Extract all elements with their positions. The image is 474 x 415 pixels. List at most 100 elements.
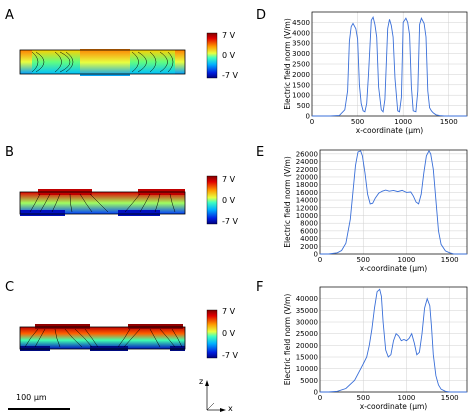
panel-letter-a: A [5, 8, 14, 23]
y-tick-label: 26000 [296, 150, 318, 158]
x-tick-label: 1000 [398, 256, 416, 264]
y-tick-label: 2000 [300, 243, 318, 251]
x-tick-label: 500 [357, 394, 370, 402]
y-tick-label: 1500 [292, 81, 310, 89]
colorbar-b-max: 7 V [222, 175, 236, 184]
x-axis-label: x-coordinate (μm) [360, 264, 428, 273]
y-tick-label: 4500 [292, 19, 310, 27]
y-tick-label: 0 [306, 113, 310, 121]
y-tick-label: 2500 [292, 61, 310, 69]
chart-d: 0 500 1000 15000500100015002000250030003500… [283, 11, 468, 135]
y-tick-label: 4000 [300, 235, 318, 243]
x-axis-label: x-coordinate (μm) [356, 126, 424, 135]
field-lines-b [29, 193, 176, 213]
y-tick-label: 15000 [296, 354, 318, 362]
y-tick-label: 5000 [300, 377, 318, 385]
y-tick-label: 1000 [292, 92, 310, 100]
plot-frame [319, 149, 468, 255]
y-tick-label: 20000 [296, 342, 318, 350]
colorbar-a-zero: 0 V [222, 51, 236, 60]
channel-b [20, 192, 185, 214]
panel-letter-d: D [256, 8, 266, 23]
colorbar-a-min: -7 V [222, 71, 239, 80]
axis-z-label: z [199, 377, 203, 386]
y-axis-label: Electric field norm (V/m) [283, 18, 292, 110]
simulation-c [19, 324, 186, 351]
y-tick-label: 10000 [296, 212, 318, 220]
colorbar-c-min: -7 V [222, 351, 239, 360]
y-tick-label: 24000 [296, 158, 318, 166]
y-tick-label: 3500 [292, 40, 310, 48]
field-lines-a [31, 51, 174, 73]
x-tick-label: 500 [357, 256, 370, 264]
y-tick-label: 22000 [296, 166, 318, 174]
electrode-b-bottom-right [118, 210, 160, 216]
y-tick-label: 25000 [296, 330, 318, 338]
y-tick-label: 12000 [296, 204, 318, 212]
y-axis-label: Electric field norm (V/m) [283, 294, 292, 386]
colorbar-c-max: 7 V [222, 307, 236, 316]
y-tick-label: 18000 [296, 181, 318, 189]
y-tick-label: 4000 [292, 29, 310, 37]
x-tick-label: 0 [318, 256, 322, 264]
series-line [312, 16, 467, 117]
y-tick-label: 2000 [292, 71, 310, 79]
electrode-c-bottom-center [90, 346, 128, 351]
x-tick-label: 500 [351, 118, 364, 126]
colorbar-a: 7 V 0 V -7 V [206, 31, 239, 80]
electrode-a-center [80, 49, 130, 76]
channel-c [20, 327, 185, 349]
y-tick-label: 30000 [296, 319, 318, 327]
y-axis-arrow [206, 402, 215, 411]
panel-letter-b: B [5, 145, 14, 160]
panel-letter-f: F [256, 280, 263, 295]
x-tick-label: 1000 [398, 394, 416, 402]
y-tick-label: 40000 [296, 295, 318, 303]
y-tick-label: 14000 [296, 197, 318, 205]
scale-bar-label: 100 μm [16, 393, 47, 402]
plot-frame [311, 11, 468, 117]
electrode-c-top-right [128, 324, 183, 329]
panel-letter-e: E [256, 145, 264, 160]
chart-e: 0 500 1000 15000200040006000800010000120001… [283, 149, 468, 273]
colorbar-b: 7 V 0 V -7 V [206, 175, 239, 226]
x-tick-label: 1000 [394, 118, 412, 126]
colorbar-b-min: -7 V [222, 217, 239, 226]
y-tick-label: 35000 [296, 307, 318, 315]
y-tick-label: 0 [314, 389, 318, 397]
x-tick-label: 1500 [441, 394, 459, 402]
electrode-a-left [20, 50, 32, 74]
x-tick-label: 0 [310, 118, 314, 126]
axis-triad: z x [199, 377, 233, 413]
plot-frame [319, 286, 468, 393]
scale-bar: 100 μm [8, 393, 70, 410]
colorbar-b-zero: 0 V [222, 196, 236, 205]
chart-f: 0 500 1000 15000500010000150002000025000300… [283, 286, 468, 411]
x-tick-label: 0 [318, 394, 322, 402]
y-tick-label: 20000 [296, 173, 318, 181]
colorbar-c: 7 V 0 V -7 V [206, 307, 239, 360]
simulation-b [19, 189, 186, 216]
y-axis-label: Electric field norm (V/m) [283, 156, 292, 248]
simulation-a [19, 49, 186, 76]
y-tick-label: 8000 [300, 220, 318, 228]
electrode-c-top-left [35, 324, 90, 329]
colorbar-c-zero: 0 V [222, 329, 236, 338]
electrode-a-right [175, 50, 185, 74]
x-tick-label: 1500 [441, 256, 459, 264]
series-line [320, 149, 467, 255]
panel-letter-c: C [5, 280, 14, 295]
electrode-c-bottom-right [170, 346, 185, 351]
axis-x-label: x [228, 404, 233, 413]
x-axis-label: x-coordinate (μm) [360, 402, 428, 411]
y-tick-label: 500 [297, 102, 310, 110]
series-line [320, 288, 467, 393]
electrode-c-bottom-left [20, 346, 50, 351]
y-tick-label: 3000 [292, 50, 310, 58]
x-tick-label: 1500 [440, 118, 458, 126]
y-tick-label: 16000 [296, 189, 318, 197]
y-tick-label: 6000 [300, 227, 318, 235]
colorbar-a-max: 7 V [222, 31, 236, 40]
y-tick-label: 10000 [296, 365, 318, 373]
